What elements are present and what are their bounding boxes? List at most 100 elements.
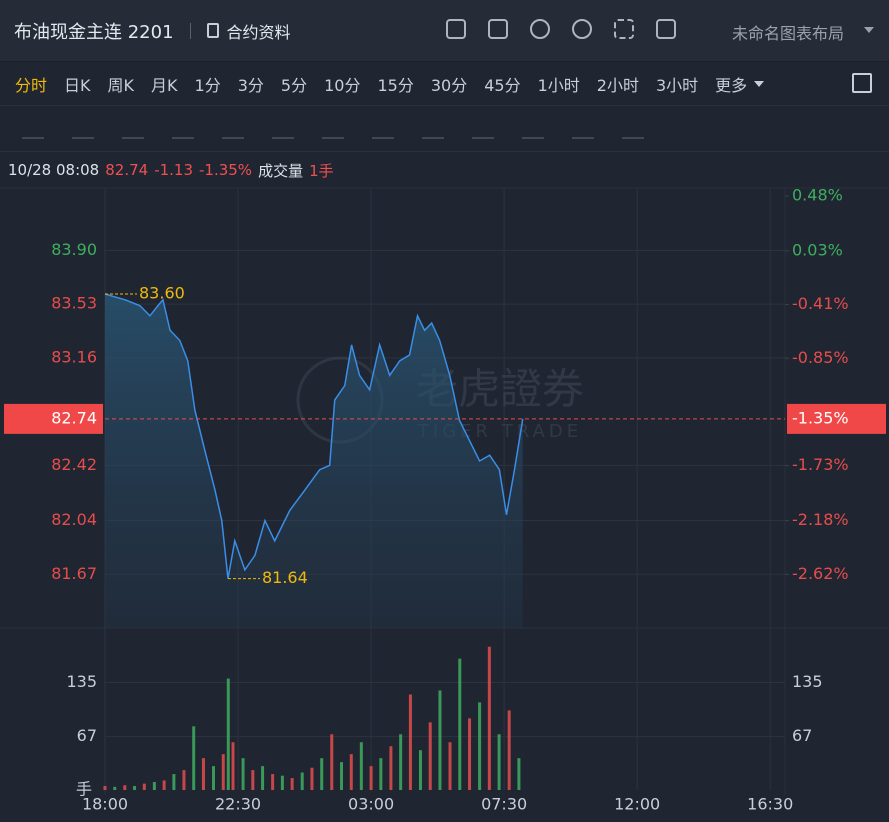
timeframe-tab[interactable]: 月K: [151, 75, 178, 95]
current-price-label: 82.74: [51, 408, 97, 427]
reset-button[interactable]: [530, 19, 550, 39]
current-pct-box: [787, 403, 886, 434]
volume-tick-label: 135: [792, 672, 823, 691]
low-label: 81.64: [262, 568, 308, 587]
volume-bar: [172, 774, 176, 790]
price-area: [105, 294, 523, 628]
tool[interactable]: [272, 119, 294, 139]
volume-bar: [290, 778, 294, 790]
tool[interactable]: [622, 119, 644, 139]
volume-bar: [389, 746, 393, 790]
timeframe-tab[interactable]: 分时: [15, 75, 48, 95]
y-tick-label: 82.04: [51, 510, 97, 529]
timeframe-tab[interactable]: 5分: [280, 75, 308, 95]
volume-bar: [497, 734, 501, 790]
tool[interactable]: [22, 119, 44, 139]
volume-unit: 手: [76, 780, 92, 799]
indicator-button[interactable]: [446, 19, 466, 39]
layout-button[interactable]: [656, 19, 676, 39]
volume-bar: [369, 766, 373, 790]
tool[interactable]: [572, 119, 594, 139]
doc-icon[interactable]: [206, 23, 219, 38]
volume-bar: [231, 742, 235, 790]
edit-button[interactable]: [488, 19, 508, 39]
settings-button[interactable]: [572, 19, 592, 39]
tool[interactable]: [172, 119, 194, 139]
info-price: 82.74: [105, 161, 149, 179]
high-label: 83.60: [139, 284, 185, 303]
info-volume: 1手: [309, 161, 334, 180]
tool[interactable]: [522, 119, 544, 139]
x-tick-label: 16:30: [747, 795, 793, 814]
info-change-pct: -1.35%: [199, 161, 253, 179]
volume-bar: [349, 754, 353, 790]
volume-bar: [241, 758, 245, 790]
watermark-cn: 老虎證券: [416, 365, 584, 414]
tool[interactable]: [472, 119, 494, 139]
timeframe-tab[interactable]: 15分: [377, 75, 414, 95]
separator: [189, 22, 191, 39]
info-change: -1.13: [154, 161, 193, 179]
volume-bar: [428, 722, 432, 790]
volume-bar: [221, 754, 225, 790]
volume-bar: [418, 750, 422, 790]
x-tick-label: 07:30: [481, 795, 527, 814]
timeframe-tab[interactable]: 更多: [715, 75, 748, 95]
current-pct-label: -1.35%: [792, 408, 849, 427]
tool[interactable]: [422, 119, 444, 139]
y-tick-label: 82.42: [51, 455, 97, 474]
timeframe-tab[interactable]: 3分: [237, 75, 264, 95]
y2-tick-label: -0.85%: [792, 348, 849, 367]
info-line: 10/28 08:08 82.74 -1.13 -1.35% 成交量 1手: [0, 152, 889, 188]
volume-bar: [123, 785, 127, 790]
timeframe-tab[interactable]: 日K: [64, 75, 91, 95]
volume-bar: [133, 786, 137, 790]
volume-bar: [359, 742, 363, 790]
y-tick-label: 81.67: [51, 564, 97, 583]
y-tick-label: 83.90: [51, 240, 97, 259]
volume-bar: [271, 774, 275, 790]
volume-bar: [468, 718, 472, 790]
instrument-title[interactable]: 布油现金主连 2201: [14, 21, 174, 43]
volume-bar: [399, 734, 403, 790]
fullscreen-button[interactable]: [614, 19, 634, 39]
volume-bar: [320, 758, 324, 790]
timeframe-tab[interactable]: 1小时: [537, 75, 580, 95]
info-time: 10/28 08:08: [8, 161, 100, 179]
volume-bar: [261, 766, 265, 790]
timeframe-tab[interactable]: 周K: [107, 75, 135, 95]
layout-name[interactable]: 未命名图表布局: [732, 24, 845, 43]
volume-bar: [517, 758, 521, 790]
timeframe-tab[interactable]: 30分: [430, 75, 468, 95]
more-arrow[interactable]: [754, 80, 765, 92]
timeframe-tab[interactable]: 1分: [194, 75, 221, 95]
y2-tick-label: -2.62%: [792, 564, 849, 583]
volume-bar: [478, 702, 482, 790]
tool[interactable]: [72, 119, 94, 139]
tool[interactable]: [372, 119, 394, 139]
volume-bar: [458, 658, 462, 790]
expand-button[interactable]: [852, 73, 872, 93]
tool[interactable]: [222, 119, 244, 139]
dropdown-arrow[interactable]: [864, 27, 874, 38]
volume-bar: [300, 772, 304, 790]
timeframe-tab[interactable]: 3小时: [655, 75, 699, 95]
volume-bar: [448, 742, 452, 790]
timeframe-tab[interactable]: 2小时: [596, 75, 639, 95]
volume-bar: [408, 694, 412, 790]
volume-tick-label: 67: [792, 726, 812, 745]
timeframe-tab[interactable]: 45分: [484, 75, 521, 95]
y2-tick-label: 0.03%: [792, 240, 843, 259]
volume-bar: [438, 690, 442, 790]
volume-bar: [379, 758, 383, 790]
tool[interactable]: [322, 119, 344, 139]
volume-bar: [192, 726, 196, 790]
y-tick-label: 83.16: [51, 347, 97, 366]
x-tick-label: 22:30: [215, 795, 261, 814]
x-tick-label: 18:00: [82, 795, 128, 814]
header: 布油现金主连 2201 合约资料 未命名图表布局: [0, 0, 889, 62]
x-tick-label: 12:00: [614, 795, 660, 814]
tool[interactable]: [122, 119, 144, 139]
contract-info[interactable]: 合约资料: [226, 22, 291, 42]
timeframe-tab[interactable]: 10分: [324, 75, 361, 95]
